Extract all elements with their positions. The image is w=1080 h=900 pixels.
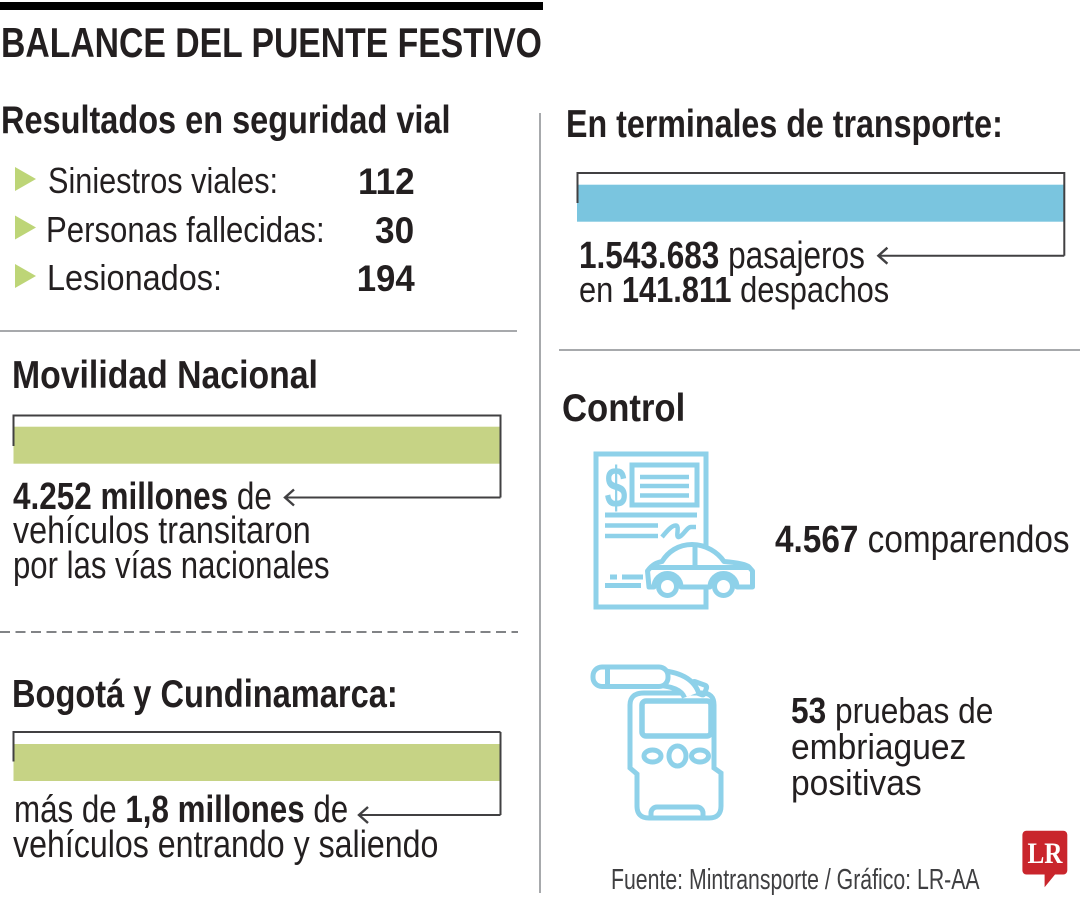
svg-text:LR: LR: [1028, 837, 1063, 870]
svg-text:$: $: [605, 455, 628, 520]
